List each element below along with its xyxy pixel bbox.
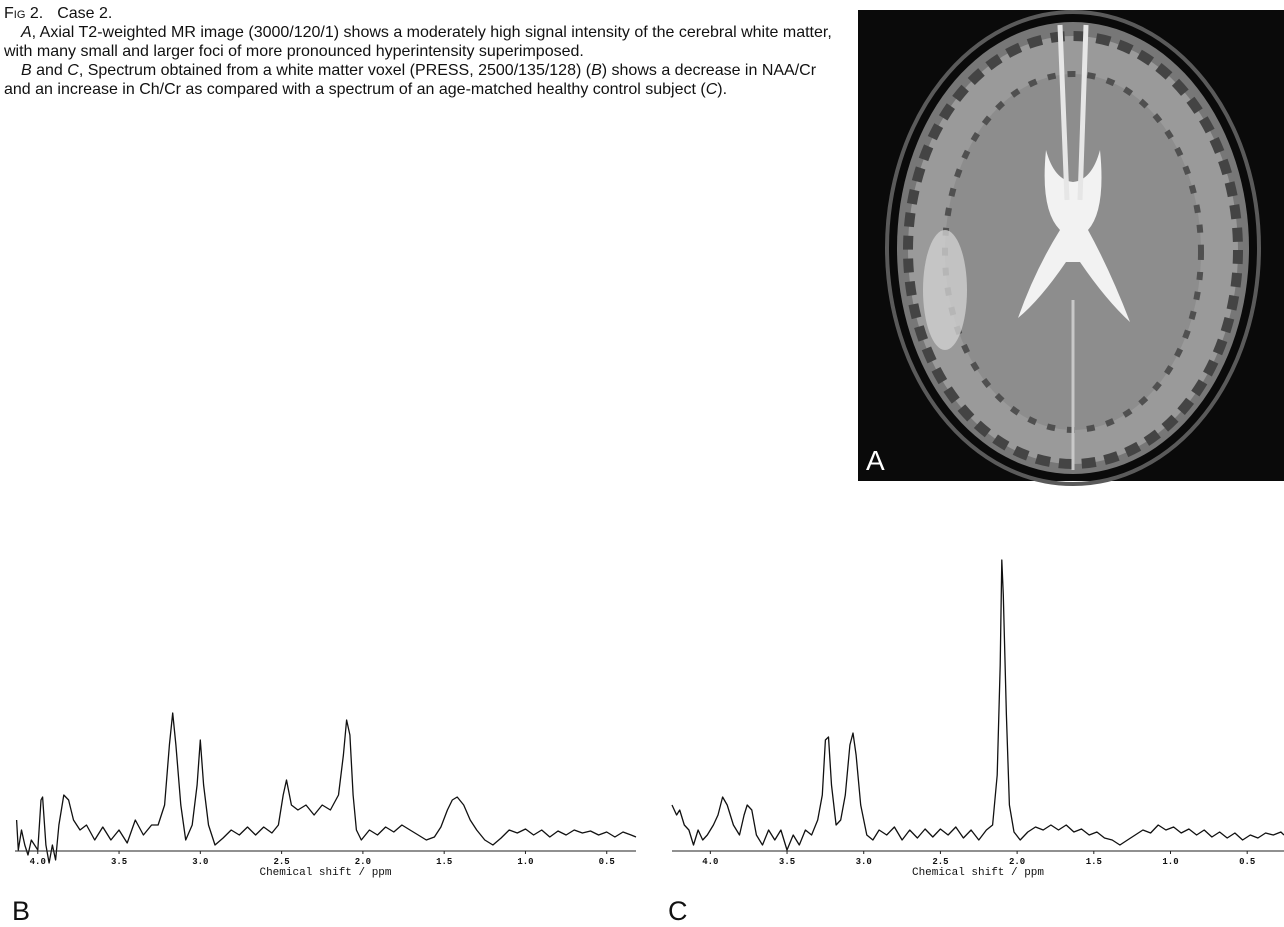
- x-tick-label: 2.5: [932, 857, 948, 867]
- x-tick-label: 4.0: [702, 857, 718, 867]
- x-tick-label: 2.0: [355, 857, 371, 867]
- page: Fig 2.Case 2. A, Axial T2-weighted MR im…: [0, 0, 1284, 927]
- x-tick-label: 1.0: [517, 857, 533, 867]
- x-tick-label: 1.5: [1086, 857, 1102, 867]
- mr-image: A: [858, 10, 1284, 484]
- spectrum-line: [672, 560, 1284, 850]
- x-axis-label: Chemical shift / ppm: [912, 867, 1044, 879]
- x-tick-label: 2.0: [1009, 857, 1025, 867]
- x-tick-label: 4.0: [30, 857, 46, 867]
- x-tick-label: 3.0: [192, 857, 208, 867]
- spectrum-line: [17, 713, 636, 863]
- x-tick-label: 3.5: [779, 857, 795, 867]
- x-axis-label: Chemical shift / ppm: [259, 867, 391, 879]
- panel-label: B: [12, 896, 30, 926]
- x-tick-label: 0.5: [599, 857, 615, 867]
- x-tick-label: 0.5: [1239, 857, 1255, 867]
- x-tick-label: 3.5: [111, 857, 127, 867]
- x-tick-label: 1.5: [436, 857, 452, 867]
- x-tick-label: 2.5: [274, 857, 290, 867]
- panel-label: A: [866, 445, 885, 476]
- x-tick-label: 3.0: [856, 857, 872, 867]
- panel-label: C: [668, 896, 688, 926]
- x-tick-label: 1.0: [1162, 857, 1178, 867]
- figure: A 4.0 3.5 3.0 2.5 2.0 1.5 1.0 0.5 Chemical shift…: [0, 0, 1284, 927]
